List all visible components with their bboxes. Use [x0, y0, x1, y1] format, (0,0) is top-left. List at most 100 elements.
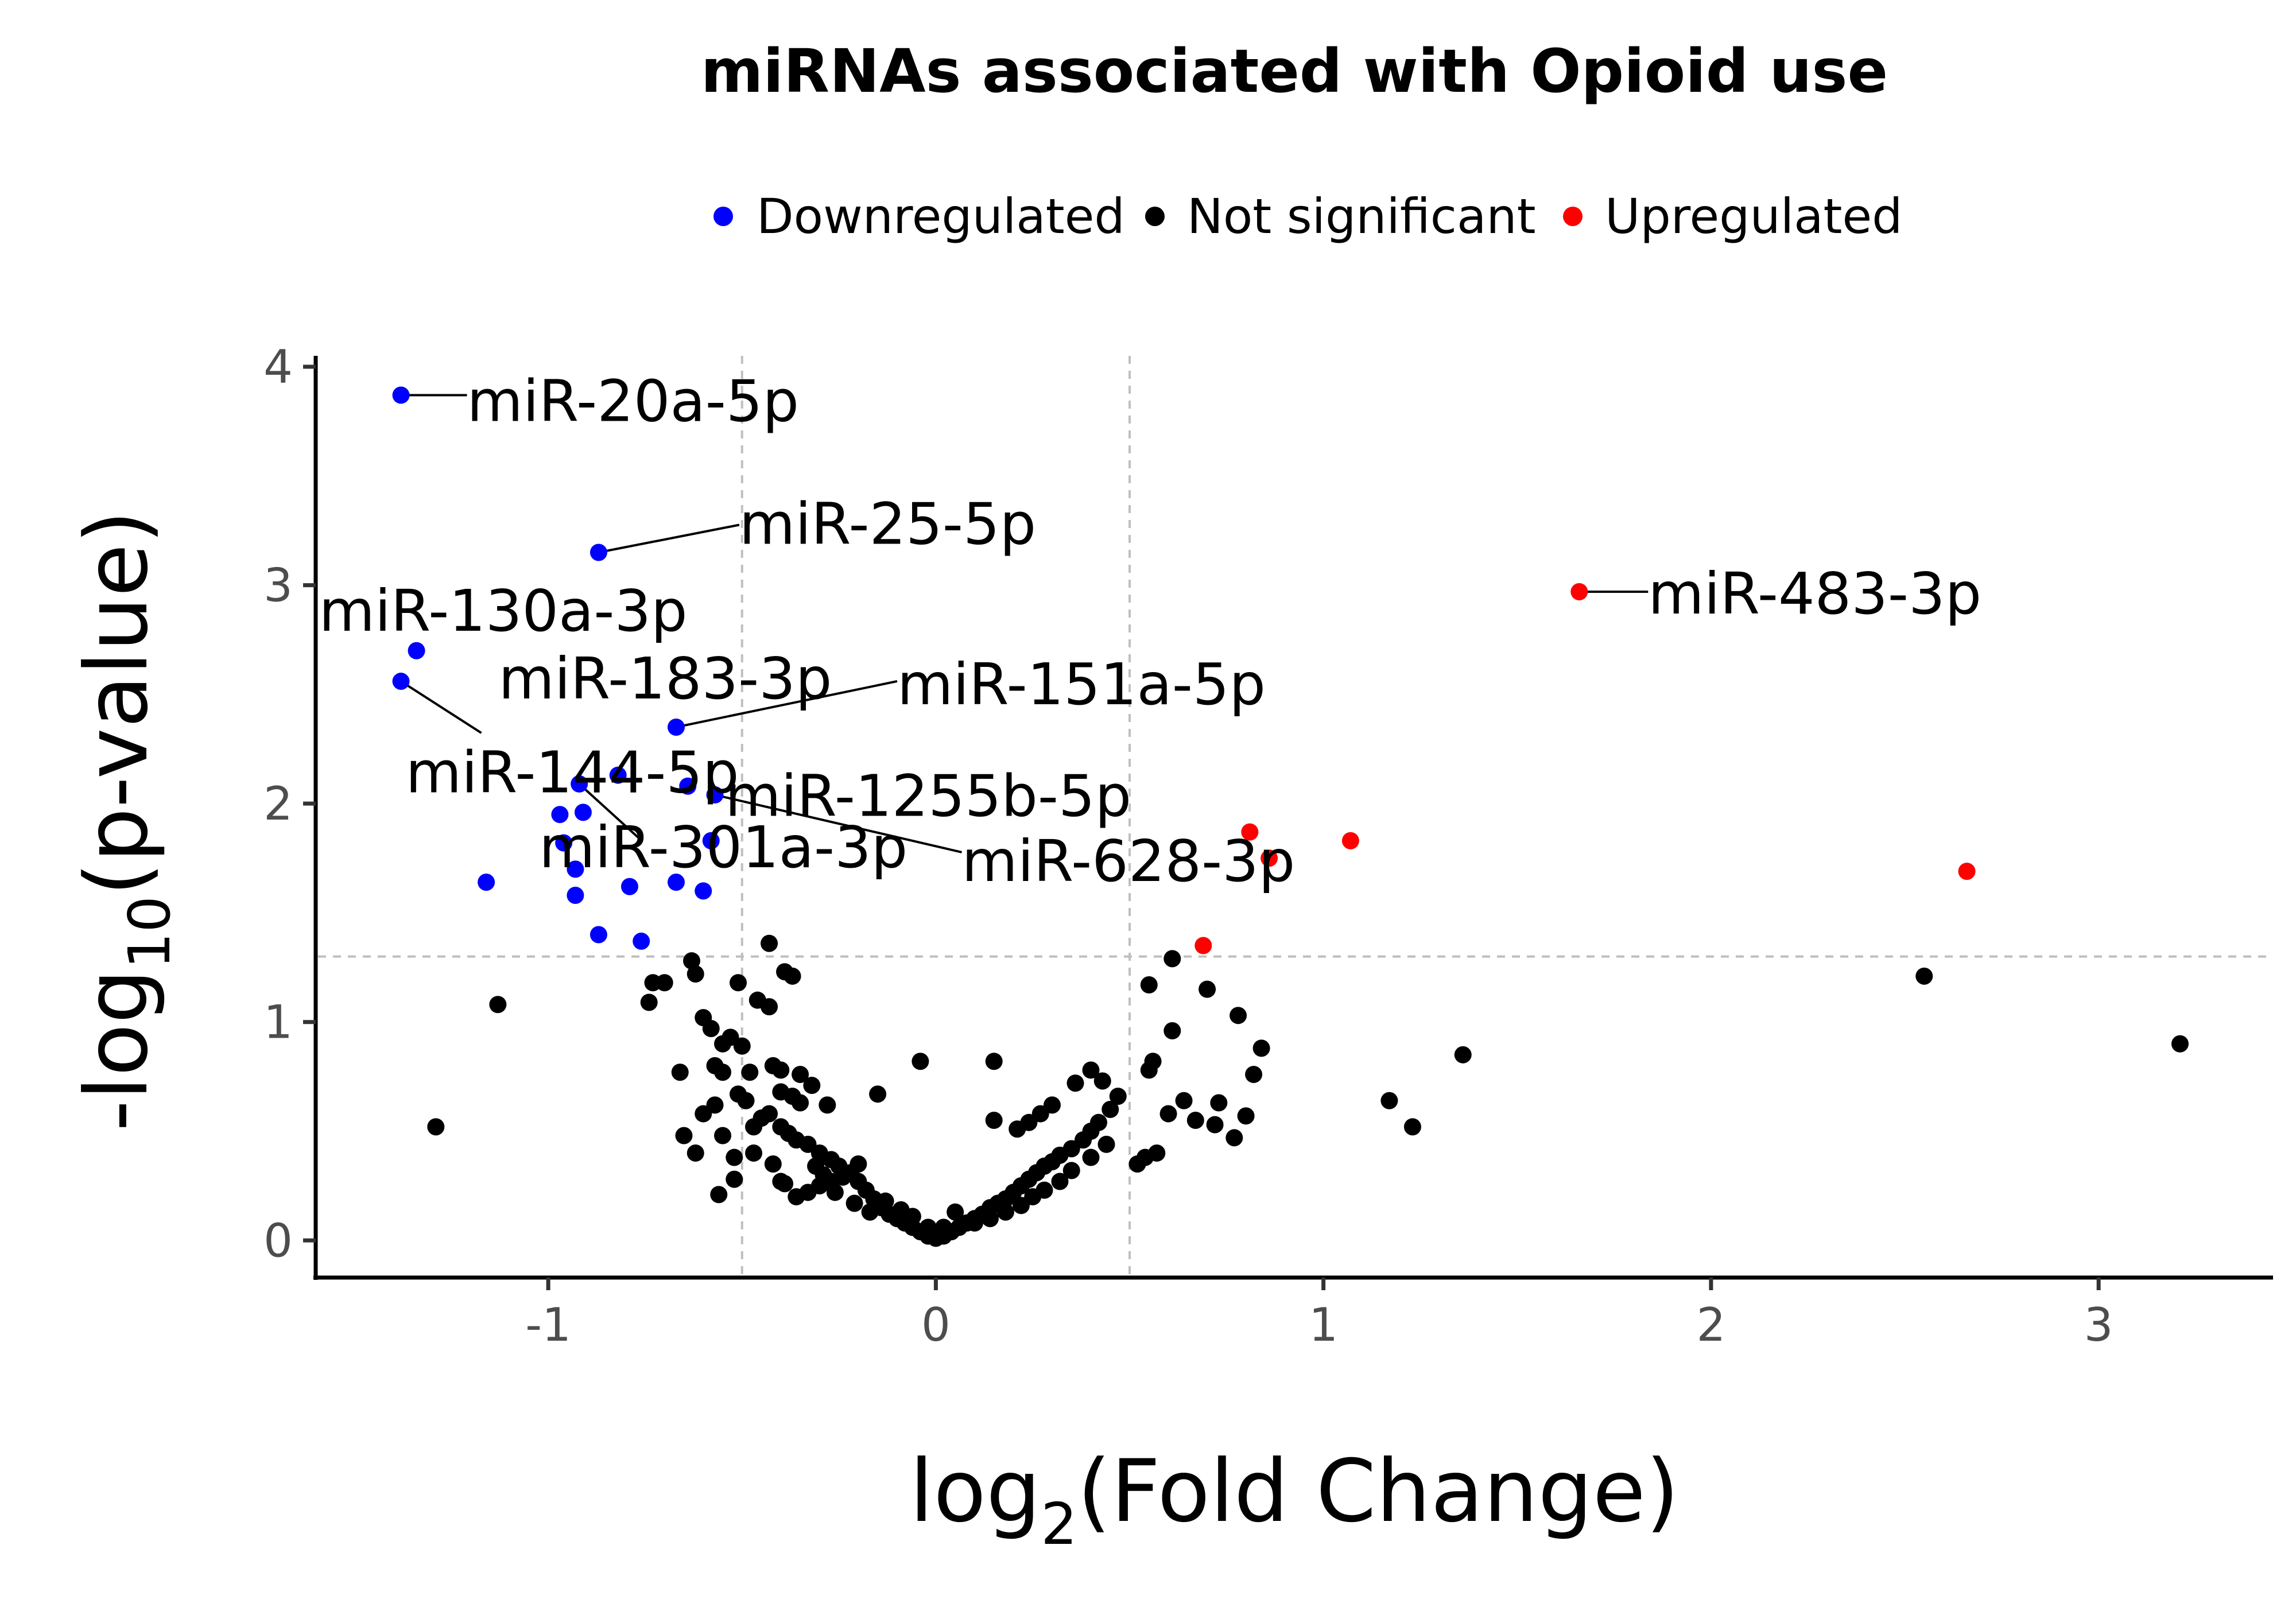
- point-not-significant: [2171, 1035, 2189, 1053]
- legend-key-upregulated: [1563, 207, 1583, 226]
- point-not-significant: [714, 1063, 732, 1081]
- point-not-significant: [1144, 1053, 1162, 1070]
- x-tick-label: 3: [2084, 1298, 2113, 1352]
- point-label: miR-151a-5p: [897, 651, 1266, 718]
- y-axis-title: -log10(p-value): [67, 510, 183, 1131]
- y-tick-label: 4: [263, 340, 293, 394]
- point-not-significant: [726, 1170, 743, 1188]
- point-not-significant: [807, 1157, 825, 1175]
- point-label: miR-1255b-5p: [725, 763, 1131, 830]
- point-label: miR-628-3p: [962, 828, 1296, 895]
- point-label: miR-130a-3p: [319, 577, 688, 645]
- point-not-significant: [737, 1092, 755, 1109]
- point-downregulated: [620, 878, 638, 895]
- point-downregulated: [567, 887, 584, 905]
- point-not-significant: [644, 974, 662, 992]
- point-not-significant: [981, 1210, 999, 1228]
- point-not-significant: [1082, 1148, 1100, 1166]
- x-tick-label: 1: [1309, 1298, 1338, 1352]
- point-not-significant: [1066, 1074, 1084, 1092]
- point-not-significant: [702, 1020, 720, 1038]
- point-not-significant: [1148, 1144, 1166, 1162]
- point-label: miR-301a-3p: [539, 814, 907, 881]
- point-not-significant: [1051, 1173, 1069, 1190]
- point-not-significant: [934, 1218, 952, 1236]
- point-downregulated: [679, 777, 697, 795]
- point-not-significant: [1915, 967, 1933, 985]
- point-not-significant: [861, 1203, 879, 1221]
- point-label: miR-25-5p: [739, 491, 1036, 558]
- point-not-significant: [1237, 1107, 1255, 1125]
- point-not-significant: [892, 1201, 910, 1219]
- point-not-significant: [753, 1109, 770, 1127]
- point-not-significant: [772, 1173, 790, 1190]
- point-not-significant: [792, 1066, 809, 1084]
- point-label: miR-144-5p: [406, 739, 739, 806]
- point-downregulated: [589, 544, 607, 561]
- point-not-significant: [714, 1127, 732, 1144]
- point-downregulated: [392, 673, 410, 690]
- point-not-significant: [1102, 1100, 1119, 1118]
- point-not-significant: [985, 1053, 1003, 1070]
- point-upregulated: [1570, 583, 1588, 601]
- x-axis-title-tail: (Fold Change): [1077, 1442, 1680, 1542]
- point-upregulated: [1241, 823, 1259, 841]
- point-label: miR-483-3p: [1648, 560, 1981, 627]
- point-upregulated: [1341, 832, 1359, 849]
- point-not-significant: [1230, 1007, 1247, 1024]
- point-not-significant: [489, 996, 507, 1014]
- x-axis-title-subscript: 2: [1041, 1490, 1077, 1558]
- y-axis-title-subscript: 10: [116, 896, 183, 969]
- point-downregulated: [478, 874, 495, 891]
- point-not-significant: [1082, 1061, 1100, 1079]
- y-tick-label: 0: [263, 1214, 293, 1267]
- point-not-significant: [912, 1053, 929, 1070]
- point-downregulated: [706, 786, 724, 804]
- legend-label-upregulated: Upregulated: [1605, 188, 1902, 244]
- point-not-significant: [1012, 1197, 1030, 1214]
- point-label: miR-183-3p: [499, 645, 832, 712]
- legend-label-not-significant: Not significant: [1187, 188, 1536, 244]
- legend-key-downregulated: [713, 207, 733, 226]
- point-downregulated: [609, 766, 627, 784]
- point-not-significant: [733, 1037, 751, 1055]
- leader-line: [715, 793, 962, 853]
- point-not-significant: [640, 993, 658, 1011]
- point-not-significant: [803, 1077, 821, 1094]
- point-not-significant: [869, 1085, 887, 1103]
- point-downregulated: [667, 874, 685, 891]
- point-not-significant: [826, 1183, 844, 1201]
- point-not-significant: [1163, 950, 1181, 968]
- point-not-significant: [1199, 980, 1216, 998]
- leader-line: [598, 523, 740, 554]
- point-labels: miR-20a-5p miR-25-5p miR-130a-3pmiR-183-3p…: [319, 368, 1982, 895]
- point-not-significant: [675, 1127, 693, 1144]
- point-not-significant: [788, 1188, 805, 1206]
- point-not-significant: [876, 1192, 894, 1210]
- y-axis-title-tail: (p-value): [67, 510, 167, 896]
- point-not-significant: [1159, 1105, 1177, 1123]
- point-upregulated: [1958, 863, 1976, 880]
- point-not-significant: [671, 1063, 689, 1081]
- point-not-significant: [730, 974, 747, 992]
- point-not-significant: [1140, 976, 1158, 994]
- label-leader-lines: [400, 394, 1649, 853]
- point-downregulated: [567, 860, 584, 878]
- point-not-significant: [772, 1061, 790, 1079]
- point-not-significant: [1186, 1111, 1204, 1129]
- point-not-significant: [1175, 1092, 1193, 1109]
- y-axis-ticks: 0 1 2 3 4: [263, 340, 316, 1267]
- legend: Downregulated Not significant Upregulate…: [713, 188, 1902, 244]
- point-not-significant: [1210, 1094, 1228, 1112]
- point-not-significant: [427, 1118, 445, 1136]
- legend-label-downregulated: Downregulated: [757, 188, 1125, 244]
- point-not-significant: [947, 1203, 964, 1221]
- point-downregulated: [695, 882, 712, 900]
- y-tick-label: 1: [263, 996, 293, 1049]
- point-not-significant: [761, 934, 778, 952]
- point-not-significant: [792, 1094, 809, 1112]
- y-tick-label: 3: [263, 559, 293, 612]
- point-not-significant: [1163, 1022, 1181, 1039]
- y-axis-title-main: -log: [67, 969, 167, 1131]
- chart-title: miRNAs associated with Opioid use: [701, 36, 1888, 106]
